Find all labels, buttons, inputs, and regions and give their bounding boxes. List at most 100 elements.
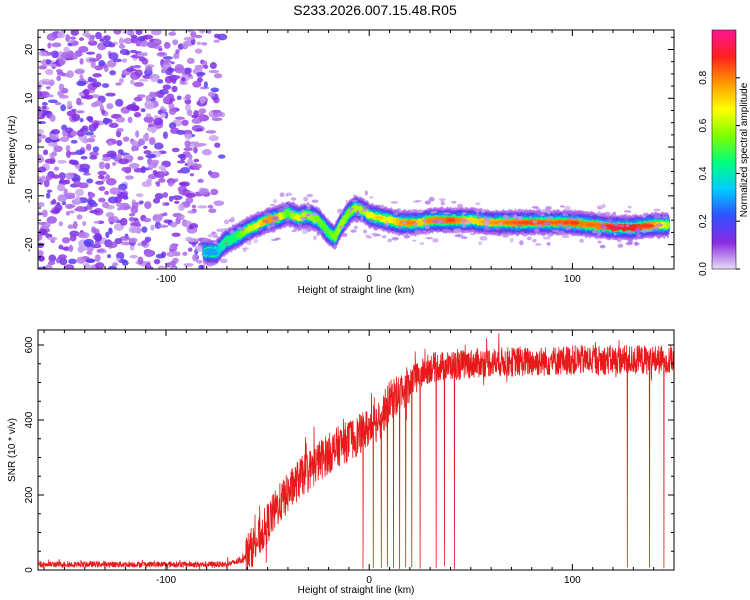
noise-speck — [58, 172, 66, 180]
noise-speck — [67, 224, 75, 230]
ridge-halo-speck — [272, 215, 280, 221]
ridge-halo-speck — [617, 243, 624, 248]
noise-speck — [208, 208, 217, 213]
colorbar: 0.0 0.2 0.4 0.6 0.8 Normalized spectral ampl… — [698, 29, 750, 276]
noise-speck — [65, 172, 74, 180]
ridge-halo-speck — [341, 232, 348, 237]
noise-speck — [47, 261, 56, 266]
noise-speck — [76, 214, 83, 220]
snr-series-line — [38, 333, 674, 570]
ridge-halo-speck — [440, 200, 445, 206]
ridge-halo-speck — [533, 228, 540, 233]
spectrogram-ridge — [201, 190, 671, 269]
noise-speck — [116, 191, 128, 198]
ridge-halo-speck — [656, 223, 664, 227]
ridge-halo-speck — [480, 209, 486, 214]
noise-speck — [141, 52, 148, 57]
ridge-halo-speck — [369, 219, 374, 223]
noise-speck — [84, 94, 94, 100]
noise-speck — [78, 91, 85, 97]
noise-speck — [135, 40, 141, 47]
noise-speck — [118, 37, 124, 46]
noise-speck — [41, 102, 48, 106]
noise-speck — [98, 186, 106, 191]
noise-speck — [79, 37, 84, 41]
noise-speck — [61, 237, 71, 244]
noise-speck — [213, 200, 225, 207]
noise-speck — [178, 203, 185, 211]
noise-speck — [151, 30, 162, 36]
noise-speck — [178, 189, 183, 195]
noise-speck — [170, 243, 177, 250]
ridge-halo-speck — [576, 210, 583, 214]
noise-speck — [131, 145, 136, 152]
noise-speck — [95, 53, 102, 60]
ridge-halo-speck — [373, 232, 377, 238]
ridge-halo-speck — [484, 225, 489, 229]
noise-speck — [80, 137, 88, 143]
noise-speck — [129, 49, 138, 54]
noise-speck — [53, 207, 61, 215]
noise-speck — [168, 102, 175, 110]
noise-speck — [104, 190, 109, 196]
noise-speck — [139, 200, 144, 205]
noise-speck — [43, 179, 50, 188]
ridge-halo-speck — [541, 214, 545, 217]
ridge-halo-speck — [269, 203, 277, 207]
colorbar-gradient — [711, 29, 737, 270]
noise-speck — [150, 159, 160, 165]
noise-speck — [185, 193, 196, 198]
ridge-halo-speck — [229, 229, 235, 235]
noise-speck — [69, 36, 77, 40]
spectrogram-x-tick-label: 0 — [366, 274, 372, 285]
ridge-halo-speck — [424, 224, 430, 230]
noise-speck — [38, 51, 48, 57]
snr-y-tick-label: 600 — [24, 336, 35, 353]
noise-speck — [102, 40, 113, 48]
noise-speck — [181, 119, 189, 126]
noise-speck — [116, 140, 123, 147]
noise-speck — [193, 110, 200, 118]
ridge-halo-speck — [313, 213, 318, 216]
noise-speck — [165, 202, 170, 206]
ridge-halo-speck — [454, 234, 462, 237]
noise-speck — [38, 155, 45, 164]
noise-speck — [38, 121, 47, 125]
ridge-halo-speck — [583, 210, 589, 215]
noise-speck — [71, 52, 79, 60]
ridge-halo-speck — [475, 208, 480, 213]
noise-speck — [107, 140, 113, 146]
noise-speck — [196, 71, 206, 76]
noise-speck — [176, 129, 185, 136]
noise-speck — [59, 257, 68, 266]
colorbar-tick-label: 0.0 — [698, 262, 709, 276]
noise-speck — [38, 134, 47, 139]
ridge-halo-speck — [214, 241, 218, 245]
noise-speck — [92, 73, 102, 78]
ridge-halo-speck — [601, 225, 608, 231]
noise-speck — [63, 188, 68, 196]
noise-speck — [38, 221, 47, 225]
noise-speck — [179, 214, 185, 221]
ridge-halo-speck — [306, 206, 311, 210]
noise-speck — [89, 151, 99, 157]
noise-speck — [178, 181, 188, 186]
ridge-halo-speck — [613, 232, 617, 236]
noise-speck — [173, 52, 180, 59]
noise-speck — [143, 145, 148, 150]
ridge-halo-speck — [242, 247, 247, 253]
ridge-halo-speck — [265, 228, 271, 233]
noise-speck — [82, 220, 87, 226]
ridge-halo-speck — [291, 219, 297, 222]
noise-speck — [75, 188, 84, 197]
noise-speck — [174, 200, 180, 205]
noise-speck — [121, 58, 128, 63]
noise-speck — [85, 143, 92, 151]
colorbar-tick-label: 0.4 — [698, 166, 709, 180]
noise-speck — [84, 30, 90, 34]
noise-speck — [53, 166, 60, 171]
noise-speck — [89, 134, 97, 139]
noise-speck — [79, 74, 84, 79]
noise-speck — [121, 166, 128, 172]
noise-speck — [183, 147, 193, 152]
